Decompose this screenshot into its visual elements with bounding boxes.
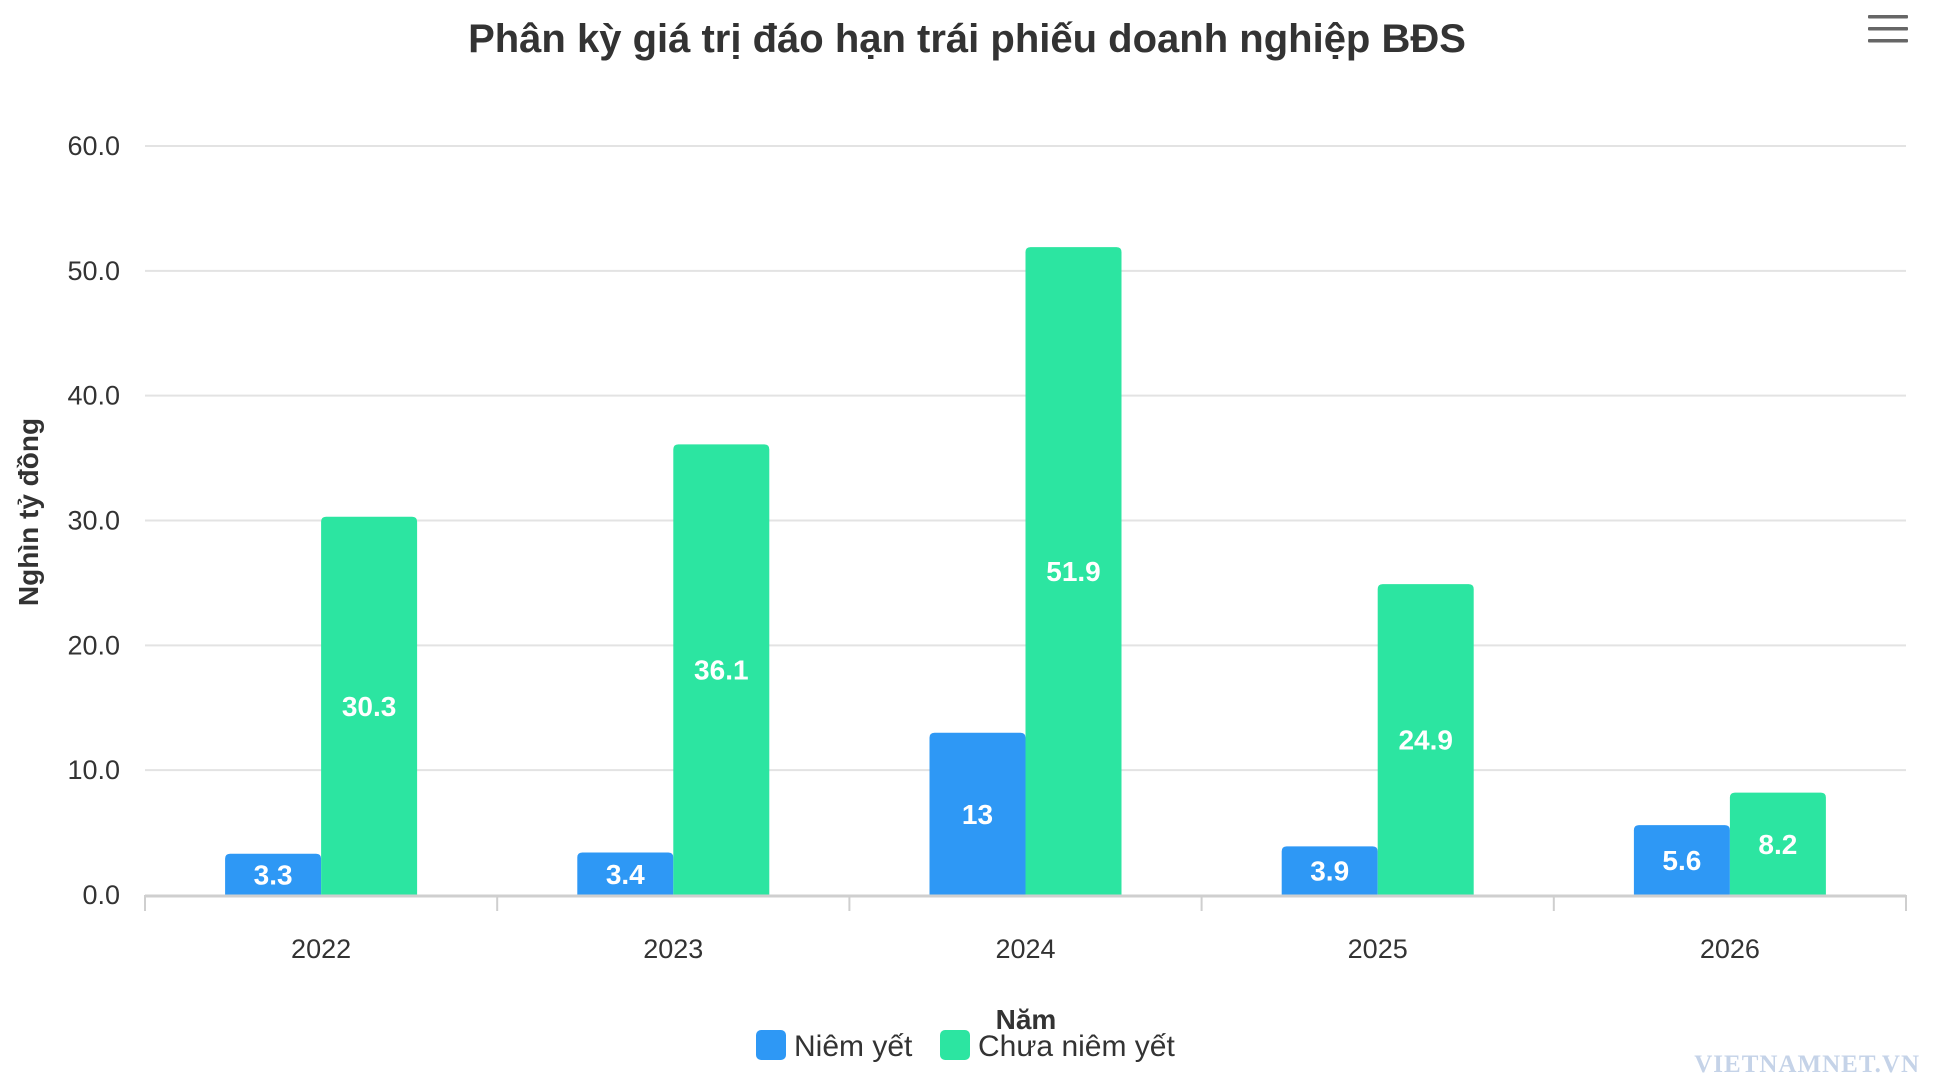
- data-label: 13: [962, 799, 993, 830]
- bar-niem-yet-2025[interactable]: [1281, 846, 1378, 895]
- bar-niem-yet-2024[interactable]: [929, 732, 1026, 895]
- y-tick-label: 60.0: [67, 131, 120, 161]
- data-label: 3.3: [254, 859, 293, 890]
- chart-menu-button[interactable]: [1858, 10, 1916, 56]
- bar-niem-yet-2023[interactable]: [577, 852, 674, 895]
- x-axis: 2022 2023 2024 2025 2026: [144, 894, 1907, 964]
- y-tick-label: 50.0: [67, 256, 120, 286]
- legend-swatch: [940, 1030, 970, 1060]
- x-tick-label: 2026: [1700, 934, 1760, 964]
- watermark: VIETNAMNET.VN: [1694, 1051, 1920, 1078]
- bar-chua-niem-yet-2022[interactable]: [321, 516, 418, 895]
- bar-chua-niem-yet-2025[interactable]: [1377, 584, 1474, 895]
- x-tick-label: 2022: [291, 934, 351, 964]
- data-label: 3.4: [606, 859, 645, 890]
- bar-chua-niem-yet-2023[interactable]: [673, 444, 770, 895]
- x-axis-title: Năm: [996, 1004, 1057, 1035]
- data-label: 8.2: [1758, 829, 1797, 860]
- legend-item-chua-niem-yet[interactable]: Chưa niêm yết: [940, 1030, 1175, 1063]
- x-tick-label: 2023: [643, 934, 703, 964]
- data-label: 24.9: [1398, 725, 1453, 756]
- y-axis-tick-labels: 0.0 10.0 20.0 30.0 40.0 50.0 60.0: [67, 131, 120, 910]
- hamburger-menu-icon: [1868, 15, 1908, 43]
- data-label: 3.9: [1310, 856, 1349, 887]
- legend-label: Niêm yết: [794, 1030, 913, 1063]
- y-tick-label: 10.0: [67, 755, 120, 785]
- data-label: 5.6: [1662, 845, 1701, 876]
- data-label: 36.1: [694, 655, 749, 686]
- bar-chua-niem-yet-2024[interactable]: [1025, 247, 1122, 896]
- legend: Niêm yết Chưa niêm yết: [756, 1030, 1175, 1063]
- y-tick-label: 30.0: [67, 506, 120, 536]
- bar-niem-yet-2022[interactable]: [225, 853, 322, 895]
- x-tick-label: 2024: [995, 934, 1055, 964]
- y-tick-label: 0.0: [82, 880, 120, 910]
- y-tick-label: 20.0: [67, 630, 120, 660]
- y-tick-label: 40.0: [67, 381, 120, 411]
- data-label: 30.3: [342, 691, 397, 722]
- chart-title: Phân kỳ giá trị đáo hạn trái phiếu doanh…: [468, 17, 1466, 61]
- legend-swatch: [756, 1030, 786, 1060]
- bars: [225, 247, 1826, 896]
- y-axis-title: Nghìn tỷ đồng: [13, 418, 44, 606]
- legend-item-niem-yet[interactable]: Niêm yết: [756, 1030, 913, 1063]
- x-tick-label: 2025: [1348, 934, 1408, 964]
- legend-label: Chưa niêm yết: [978, 1030, 1175, 1063]
- data-labels: 3.3 30.3 3.4 36.1 13 51.9 3.9 24.9 5.6 8.2: [254, 556, 1798, 890]
- bar-niem-yet-2026[interactable]: [1633, 825, 1730, 895]
- data-label: 51.9: [1046, 556, 1101, 587]
- bar-chua-niem-yet-2026[interactable]: [1729, 792, 1826, 895]
